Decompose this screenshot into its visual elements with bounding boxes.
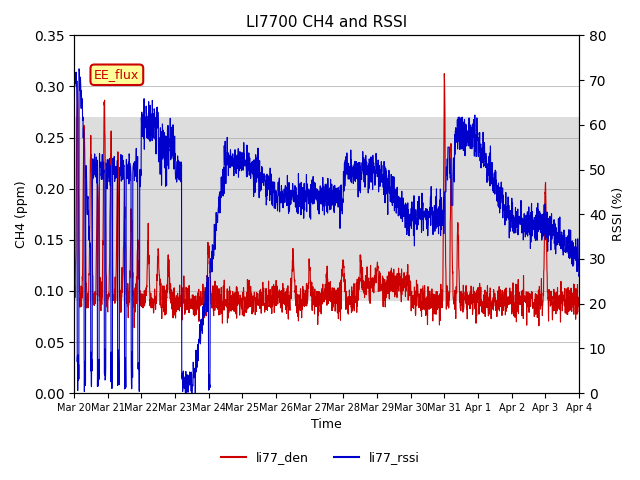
- Title: LI7700 CH4 and RSSI: LI7700 CH4 and RSSI: [246, 15, 407, 30]
- Legend: li77_den, li77_rssi: li77_den, li77_rssi: [216, 446, 424, 469]
- X-axis label: Time: Time: [311, 419, 342, 432]
- Y-axis label: CH4 (ppm): CH4 (ppm): [15, 180, 28, 248]
- Bar: [74, 117, 579, 301]
- Text: EE_flux: EE_flux: [94, 68, 140, 81]
- Y-axis label: RSSI (%): RSSI (%): [612, 187, 625, 241]
